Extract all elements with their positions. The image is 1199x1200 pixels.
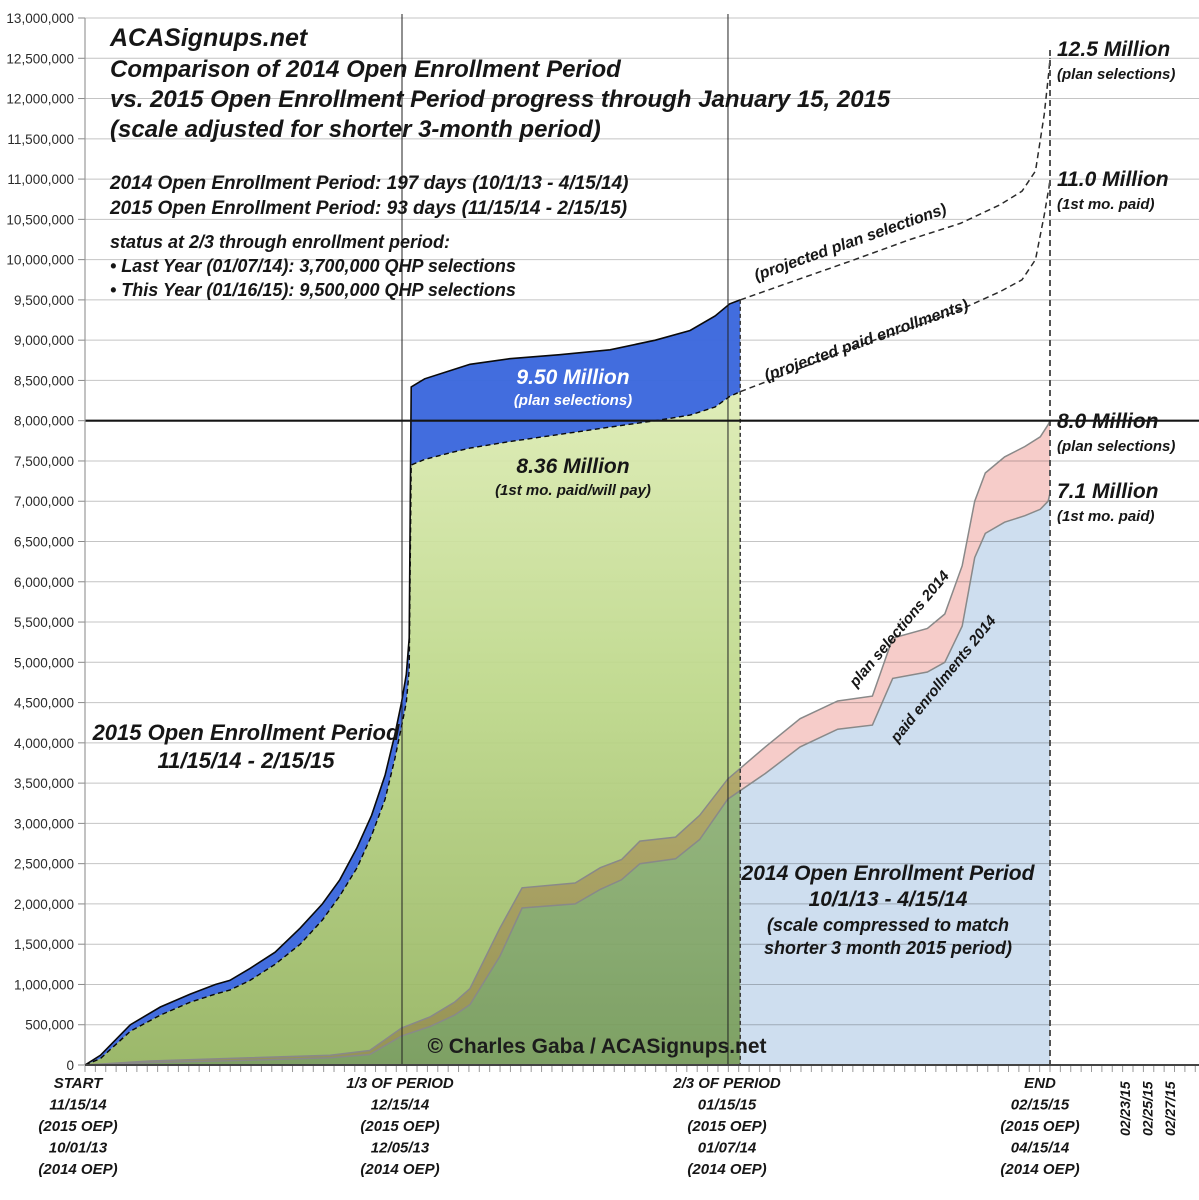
y-tick-label: 6,500,000 bbox=[14, 535, 74, 550]
x-tick-label: 2/3 OF PERIOD bbox=[672, 1075, 781, 1092]
x-tick-label: (2014 OEP) bbox=[38, 1161, 117, 1178]
line-2014-selections-edge bbox=[84, 420, 1051, 1066]
status-heading: status at 2/3 through enrollment period: bbox=[110, 232, 450, 252]
y-tick-label: 10,500,000 bbox=[6, 212, 74, 227]
y-tick-label: 7,500,000 bbox=[14, 454, 74, 469]
site-title: ACASignups.net bbox=[109, 24, 309, 52]
label-2015-oep: 2015 Open Enrollment Period bbox=[92, 720, 400, 745]
x-tick-label: (2015 OEP) bbox=[38, 1118, 117, 1135]
x-tick-label: END bbox=[1024, 1075, 1056, 1092]
y-tick-label: 8,000,000 bbox=[14, 414, 74, 429]
label-2014-oep: 2014 Open Enrollment Period bbox=[741, 862, 1036, 885]
callout-8-0-million: 8.0 Million bbox=[1057, 410, 1159, 433]
status-this-year: • This Year (01/16/15): 9,500,000 QHP se… bbox=[110, 280, 516, 300]
label-projected-paid-enrollments: (projected paid enrollments) bbox=[762, 297, 970, 385]
label-9-50-million: 9.50 Million bbox=[516, 366, 629, 389]
x-rotated-date-label: 02/23/15 bbox=[1117, 1081, 1133, 1136]
label-8-36-million: 8.36 Million bbox=[516, 455, 629, 478]
y-tick-label: 12,000,000 bbox=[6, 92, 74, 107]
y-tick-label: 1,000,000 bbox=[14, 977, 74, 992]
y-tick-label: 10,000,000 bbox=[6, 253, 74, 268]
series-lines-layer bbox=[84, 14, 1199, 1066]
y-tick-label: 7,000,000 bbox=[14, 494, 74, 509]
line-projected-paid-dashed bbox=[739, 179, 1051, 393]
x-tick-label: 04/15/14 bbox=[1011, 1140, 1070, 1157]
y-tick-label: 9,000,000 bbox=[14, 333, 74, 348]
area-2014-paid-lightblue bbox=[85, 493, 1050, 1065]
x-tick-label: 11/15/14 bbox=[49, 1097, 107, 1114]
callout-8-0-sub: (plan selections) bbox=[1057, 438, 1175, 455]
label-8-36-sub: (1st mo. paid/will pay) bbox=[495, 482, 651, 499]
label-2015-oep-dates: 11/15/14 - 2/15/15 bbox=[158, 748, 336, 773]
y-tick-label: 9,500,000 bbox=[14, 293, 74, 308]
label-2014-oep-note2: shorter 3 month 2015 period) bbox=[764, 938, 1012, 958]
callout-11-0-sub: (1st mo. paid) bbox=[1057, 196, 1155, 213]
y-tick-label: 4,000,000 bbox=[14, 736, 74, 751]
period-info-2015: 2015 Open Enrollment Period: 93 days (11… bbox=[109, 198, 627, 219]
y-tick-label: 2,500,000 bbox=[14, 857, 74, 872]
y-tick-label: 6,000,000 bbox=[14, 575, 74, 590]
y-tick-label: 3,500,000 bbox=[14, 776, 74, 791]
label-2014-oep-note1: (scale compressed to match bbox=[767, 915, 1009, 935]
y-tick-label: 2,000,000 bbox=[14, 897, 74, 912]
x-tick-label: 01/15/15 bbox=[698, 1097, 757, 1114]
x-tick-label: 1/3 OF PERIOD bbox=[346, 1075, 454, 1092]
x-tick-label: (2014 OEP) bbox=[360, 1161, 439, 1178]
chart-title-line2: Comparison of 2014 Open Enrollment Perio… bbox=[110, 56, 622, 83]
y-tick-label: 5,500,000 bbox=[14, 615, 74, 630]
y-tick-label: 0 bbox=[66, 1058, 74, 1073]
x-tick-label: (2015 OEP) bbox=[687, 1118, 766, 1135]
y-tick-label: 13,000,000 bbox=[6, 11, 74, 26]
y-tick-label: 12,500,000 bbox=[6, 51, 74, 66]
label-projected-plan-selections: (projected plan selections) bbox=[752, 201, 949, 285]
copyright-credit: © Charles Gaba / ACASignups.net bbox=[427, 1035, 766, 1058]
line-2015-selections-edge bbox=[84, 299, 741, 1066]
x-rotated-date-label: 02/25/15 bbox=[1140, 1081, 1156, 1136]
x-tick-label: (2014 OEP) bbox=[1000, 1161, 1079, 1178]
label-2014-oep-dates: 10/1/13 - 4/15/14 bbox=[809, 888, 968, 911]
chart-title-line4: (scale adjusted for shorter 3-month peri… bbox=[110, 116, 601, 143]
x-axis-labels-layer: START 11/15/14 (2015 OEP) 10/01/13 (2014 OEP… bbox=[38, 1075, 1178, 1178]
x-tick-label: (2015 OEP) bbox=[360, 1118, 439, 1135]
y-tick-label: 5,000,000 bbox=[14, 655, 74, 670]
callout-12-5-sub: (plan selections) bbox=[1057, 66, 1175, 83]
y-tick-label: 11,500,000 bbox=[7, 132, 74, 147]
x-tick-label: 12/15/14 bbox=[371, 1097, 430, 1114]
y-tick-label: 8,500,000 bbox=[14, 373, 74, 388]
callout-11-0-million: 11.0 Million bbox=[1057, 168, 1169, 191]
x-tick-label: 10/01/13 bbox=[49, 1140, 108, 1157]
line-2015-paid-dashed bbox=[84, 391, 741, 1066]
x-tick-label: (2014 OEP) bbox=[687, 1161, 766, 1178]
y-tick-label: 3,000,000 bbox=[14, 816, 74, 831]
x-tick-label: 12/05/13 bbox=[371, 1140, 430, 1157]
y-tick-label: 4,500,000 bbox=[14, 696, 74, 711]
period-info-2014: 2014 Open Enrollment Period: 197 days (1… bbox=[109, 173, 629, 194]
line-2014-paid-edge bbox=[84, 493, 1051, 1066]
y-tick-label: 500,000 bbox=[25, 1018, 74, 1033]
y-tick-label: 11,000,000 bbox=[7, 172, 74, 187]
x-tick-label: START bbox=[54, 1075, 104, 1092]
callout-7-1-sub: (1st mo. paid) bbox=[1057, 508, 1155, 525]
label-9-50-sub: (plan selections) bbox=[514, 392, 632, 409]
x-tick-label: 02/15/15 bbox=[1011, 1097, 1070, 1114]
x-tick-label: 01/07/14 bbox=[698, 1140, 757, 1157]
status-last-year: • Last Year (01/07/14): 3,700,000 QHP se… bbox=[110, 256, 516, 276]
area-2015-plan-selections-blue bbox=[85, 299, 741, 1065]
x-tick-label: (2015 OEP) bbox=[1000, 1118, 1079, 1135]
x-rotated-date-label: 02/27/15 bbox=[1162, 1081, 1178, 1136]
chart-title-line3: vs. 2015 Open Enrollment Period progress… bbox=[110, 86, 891, 113]
line-projected-selections-dashed bbox=[739, 58, 1051, 301]
callout-7-1-million: 7.1 Million bbox=[1057, 480, 1159, 503]
axes-layer: 13,000,000 12,500,000 12,000,000 11,500,000… bbox=[6, 11, 1199, 1073]
y-tick-label: 1,500,000 bbox=[14, 937, 74, 952]
callout-12-5-million: 12.5 Million bbox=[1057, 38, 1170, 61]
series-areas-layer bbox=[85, 299, 1050, 1065]
